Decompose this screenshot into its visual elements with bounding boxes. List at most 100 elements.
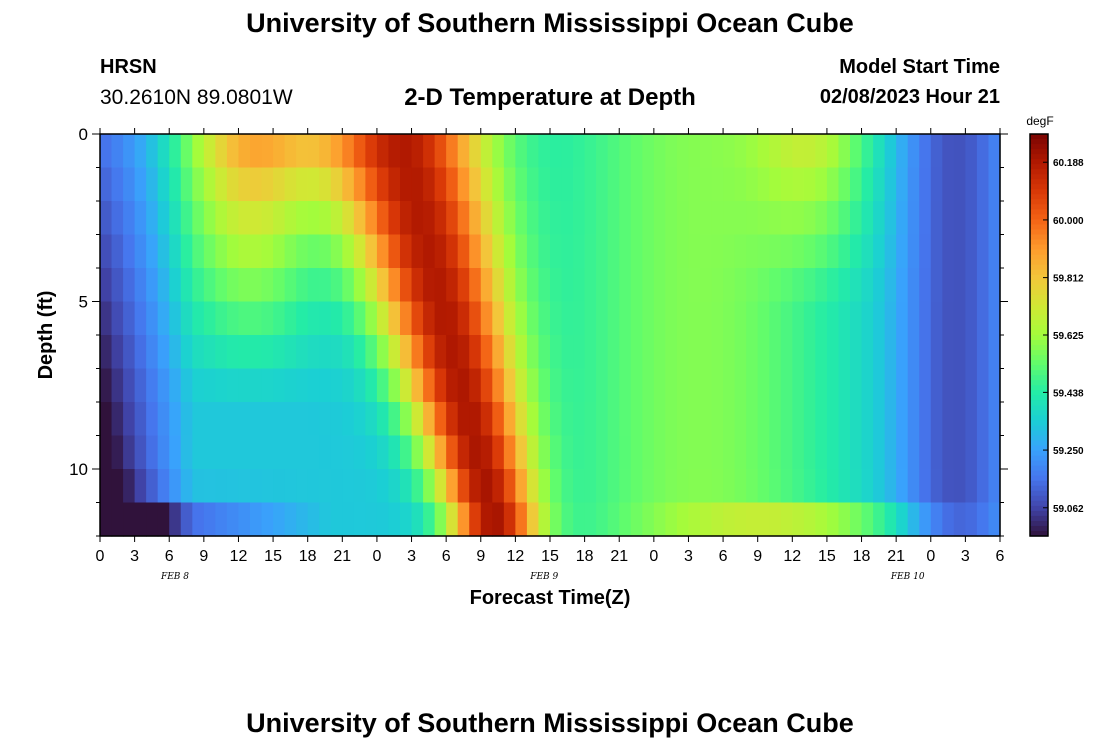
heatmap-cell	[250, 335, 263, 370]
heatmap-cell	[976, 234, 990, 269]
model-start-value: 02/08/2023 Hour 21	[819, 86, 1000, 108]
heatmap-cell	[769, 167, 782, 202]
heatmap-cell	[688, 134, 701, 169]
heatmap-cell	[653, 435, 666, 470]
heatmap-cell	[607, 402, 620, 437]
heatmap-cell	[919, 469, 932, 504]
heatmap-cell	[642, 301, 655, 336]
page-title: University of Southern Mississippi Ocean…	[246, 8, 854, 38]
heatmap-cell	[400, 268, 413, 303]
heatmap-cell	[976, 335, 990, 370]
colorbar-segment	[1030, 345, 1048, 351]
heatmap-cell	[215, 234, 228, 269]
heatmap-cell	[965, 268, 978, 303]
heatmap-cell	[965, 469, 978, 504]
heatmap-cell	[203, 335, 216, 370]
heatmap-cell	[203, 402, 216, 437]
heatmap-cell	[238, 268, 251, 303]
heatmap-cell	[296, 502, 309, 537]
heatmap-cell	[688, 469, 701, 504]
heatmap-cell	[250, 469, 263, 504]
heatmap-cell	[665, 402, 678, 437]
heatmap-cell	[526, 201, 540, 236]
heatmap-cell	[480, 268, 493, 303]
heatmap-cell	[942, 368, 955, 403]
heatmap-cell	[607, 301, 620, 336]
colorbar-segment	[1030, 139, 1048, 145]
heatmap-cell	[850, 435, 863, 470]
heatmap-cell	[573, 268, 586, 303]
heatmap-cell	[226, 201, 240, 236]
heatmap-cell	[284, 402, 297, 437]
heatmap-cell	[619, 234, 632, 269]
heatmap-cell	[850, 402, 863, 437]
colorbar-segment	[1030, 329, 1048, 336]
heatmap-cell	[100, 167, 113, 202]
heatmap-cell	[457, 502, 470, 537]
heatmap-cell	[330, 268, 343, 303]
heatmap-cell	[134, 335, 147, 370]
heatmap-cell	[365, 368, 378, 403]
heatmap-cell	[123, 469, 136, 504]
colorbar-segment	[1030, 510, 1048, 517]
heatmap-cell	[676, 201, 690, 236]
heatmap-cell	[930, 201, 943, 236]
heatmap-cell	[446, 301, 459, 336]
x-tick-label: 3	[684, 548, 693, 565]
station-coords: 30.2610N 89.0801W	[100, 86, 293, 109]
heatmap-cell	[238, 134, 251, 169]
heatmap-cell	[411, 502, 424, 537]
heatmap-cell	[976, 502, 990, 537]
heatmap-cell	[826, 502, 840, 537]
heatmap-cell	[261, 234, 274, 269]
y-tick-label: 5	[79, 293, 88, 312]
heatmap-cell	[273, 368, 286, 403]
heatmap-cell	[400, 167, 413, 202]
colorbar-tick-label: 59.812	[1053, 274, 1084, 285]
heatmap-cell	[492, 134, 505, 169]
heatmap-cell	[573, 301, 586, 336]
heatmap-cell	[769, 301, 782, 336]
heatmap-cell	[826, 201, 840, 236]
heatmap-cell	[907, 167, 920, 202]
heatmap-cell	[330, 234, 343, 269]
heatmap-cell	[423, 167, 436, 202]
heatmap-cell	[630, 234, 643, 269]
heatmap-cell	[284, 134, 297, 169]
colorbar-segment	[1030, 520, 1048, 527]
heatmap-cell	[757, 469, 770, 504]
heatmap-cells	[100, 134, 1001, 537]
heatmap-cell	[976, 368, 990, 403]
heatmap-cell	[376, 268, 390, 303]
heatmap-cell	[769, 502, 782, 537]
heatmap-cell	[573, 435, 586, 470]
heatmap-cell	[319, 134, 332, 169]
heatmap-cell	[688, 335, 701, 370]
heatmap-cell	[965, 134, 978, 169]
heatmap-cell	[169, 134, 182, 169]
heatmap-cell	[734, 469, 747, 504]
heatmap-cell	[838, 435, 851, 470]
heatmap-cell	[469, 301, 482, 336]
heatmap-cell	[838, 502, 851, 537]
heatmap-cell	[607, 134, 620, 169]
heatmap-cell	[757, 502, 770, 537]
heatmap-cell	[215, 435, 228, 470]
heatmap-cell	[907, 435, 920, 470]
heatmap-cell	[284, 234, 297, 269]
heatmap-cell	[492, 268, 505, 303]
heatmap-cell	[630, 435, 643, 470]
heatmap-cell	[700, 469, 713, 504]
heatmap-cell	[642, 402, 655, 437]
heatmap-cell	[550, 469, 563, 504]
heatmap-cell	[434, 234, 447, 269]
heatmap-cell	[873, 368, 886, 403]
colorbar-segment	[1030, 304, 1048, 311]
colorbar: 60.188 60.000 59.812 59.625 59.438 59.250 59.0…	[1029, 133, 1084, 537]
heatmap-cell	[342, 301, 355, 336]
heatmap-cell	[861, 469, 874, 504]
heatmap-cell	[411, 435, 424, 470]
x-date-label: FEB 8	[160, 572, 189, 582]
heatmap-cell	[192, 368, 205, 403]
heatmap-cell	[884, 435, 897, 470]
